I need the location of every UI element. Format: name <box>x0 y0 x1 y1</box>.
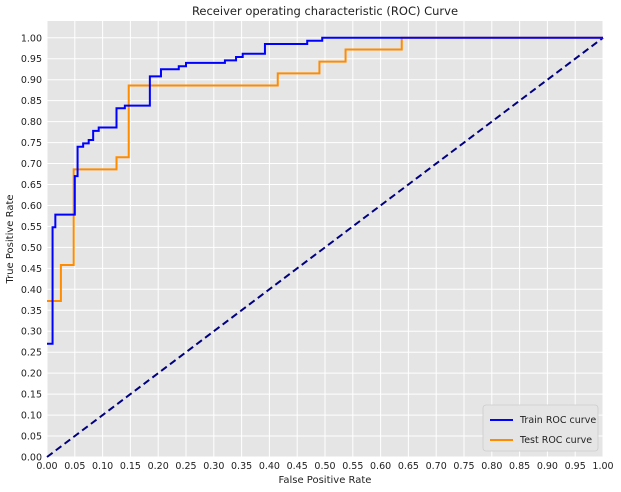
test-roc-curve <box>47 36 603 303</box>
chart-title: Receiver operating characteristic (ROC) … <box>192 4 458 18</box>
x-tick-label: 0.00 <box>36 461 57 472</box>
y-tick-label: 0.85 <box>21 96 42 107</box>
x-axis-ticks: 0.00 0.05 0.10 0.15 0.20 0.25 0.30 0.35 0.40 0.45… <box>36 461 613 472</box>
y-tick-label: 0.15 <box>21 390 42 401</box>
legend-label-test: Test ROC curve <box>519 435 592 446</box>
y-tick-label: 0.70 <box>21 159 42 170</box>
x-tick-label: 0.25 <box>175 461 196 472</box>
y-tick-label: 0.35 <box>21 306 42 317</box>
x-tick-label: 0.85 <box>509 461 530 472</box>
x-tick-label: 0.45 <box>287 461 308 472</box>
x-tick-label: 0.75 <box>453 461 474 472</box>
y-tick-label: 0.75 <box>21 138 42 149</box>
y-tick-label: 0.45 <box>21 264 42 275</box>
x-tick-label: 0.60 <box>370 461 391 472</box>
y-tick-label: 0.50 <box>21 243 42 254</box>
y-tick-label: 0.20 <box>21 369 42 380</box>
diagonal-reference-line <box>46 36 604 458</box>
y-tick-label: 0.25 <box>21 348 42 359</box>
x-tick-label: 1.00 <box>592 461 613 472</box>
y-axis-label: True Positive Rate <box>5 194 16 284</box>
y-tick-label: 0.40 <box>21 285 42 296</box>
y-tick-label: 0.55 <box>21 222 42 233</box>
x-tick-label: 0.80 <box>481 461 502 472</box>
y-tick-label: 0.80 <box>21 117 42 128</box>
y-tick-label: 0.95 <box>21 54 42 65</box>
legend: Train ROC curve Test ROC curve <box>482 404 599 452</box>
y-axis-ticks: 0.00 0.05 0.10 0.15 0.20 0.25 0.30 0.35 0.40 0.45… <box>21 33 42 463</box>
x-tick-label: 0.90 <box>537 461 558 472</box>
y-tick-label: 0.30 <box>21 327 42 338</box>
y-tick-label: 0.10 <box>21 411 42 422</box>
x-tick-label: 0.15 <box>120 461 141 472</box>
x-tick-label: 0.30 <box>203 461 224 472</box>
x-tick-label: 0.20 <box>148 461 169 472</box>
x-tick-label: 0.95 <box>565 461 586 472</box>
x-tick-label: 0.50 <box>314 461 335 472</box>
x-tick-label: 0.55 <box>342 461 363 472</box>
y-tick-label: 0.90 <box>21 75 42 86</box>
x-tick-label: 0.70 <box>426 461 447 472</box>
x-tick-label: 0.40 <box>259 461 280 472</box>
x-tick-label: 0.05 <box>64 461 85 472</box>
y-tick-label: 0.65 <box>21 180 42 191</box>
train-roc-curve <box>47 36 603 345</box>
y-tick-label: 1.00 <box>21 33 42 44</box>
y-tick-label: 0.60 <box>21 201 42 212</box>
y-tick-label: 0.05 <box>21 432 42 443</box>
x-tick-label: 0.65 <box>398 461 419 472</box>
series-layer <box>46 36 604 458</box>
x-axis-label: False Positive Rate <box>279 475 372 486</box>
x-tick-label: 0.35 <box>231 461 252 472</box>
x-tick-label: 0.10 <box>92 461 113 472</box>
legend-label-train: Train ROC curve <box>519 415 596 426</box>
y-tick-label: 0.00 <box>21 453 42 464</box>
